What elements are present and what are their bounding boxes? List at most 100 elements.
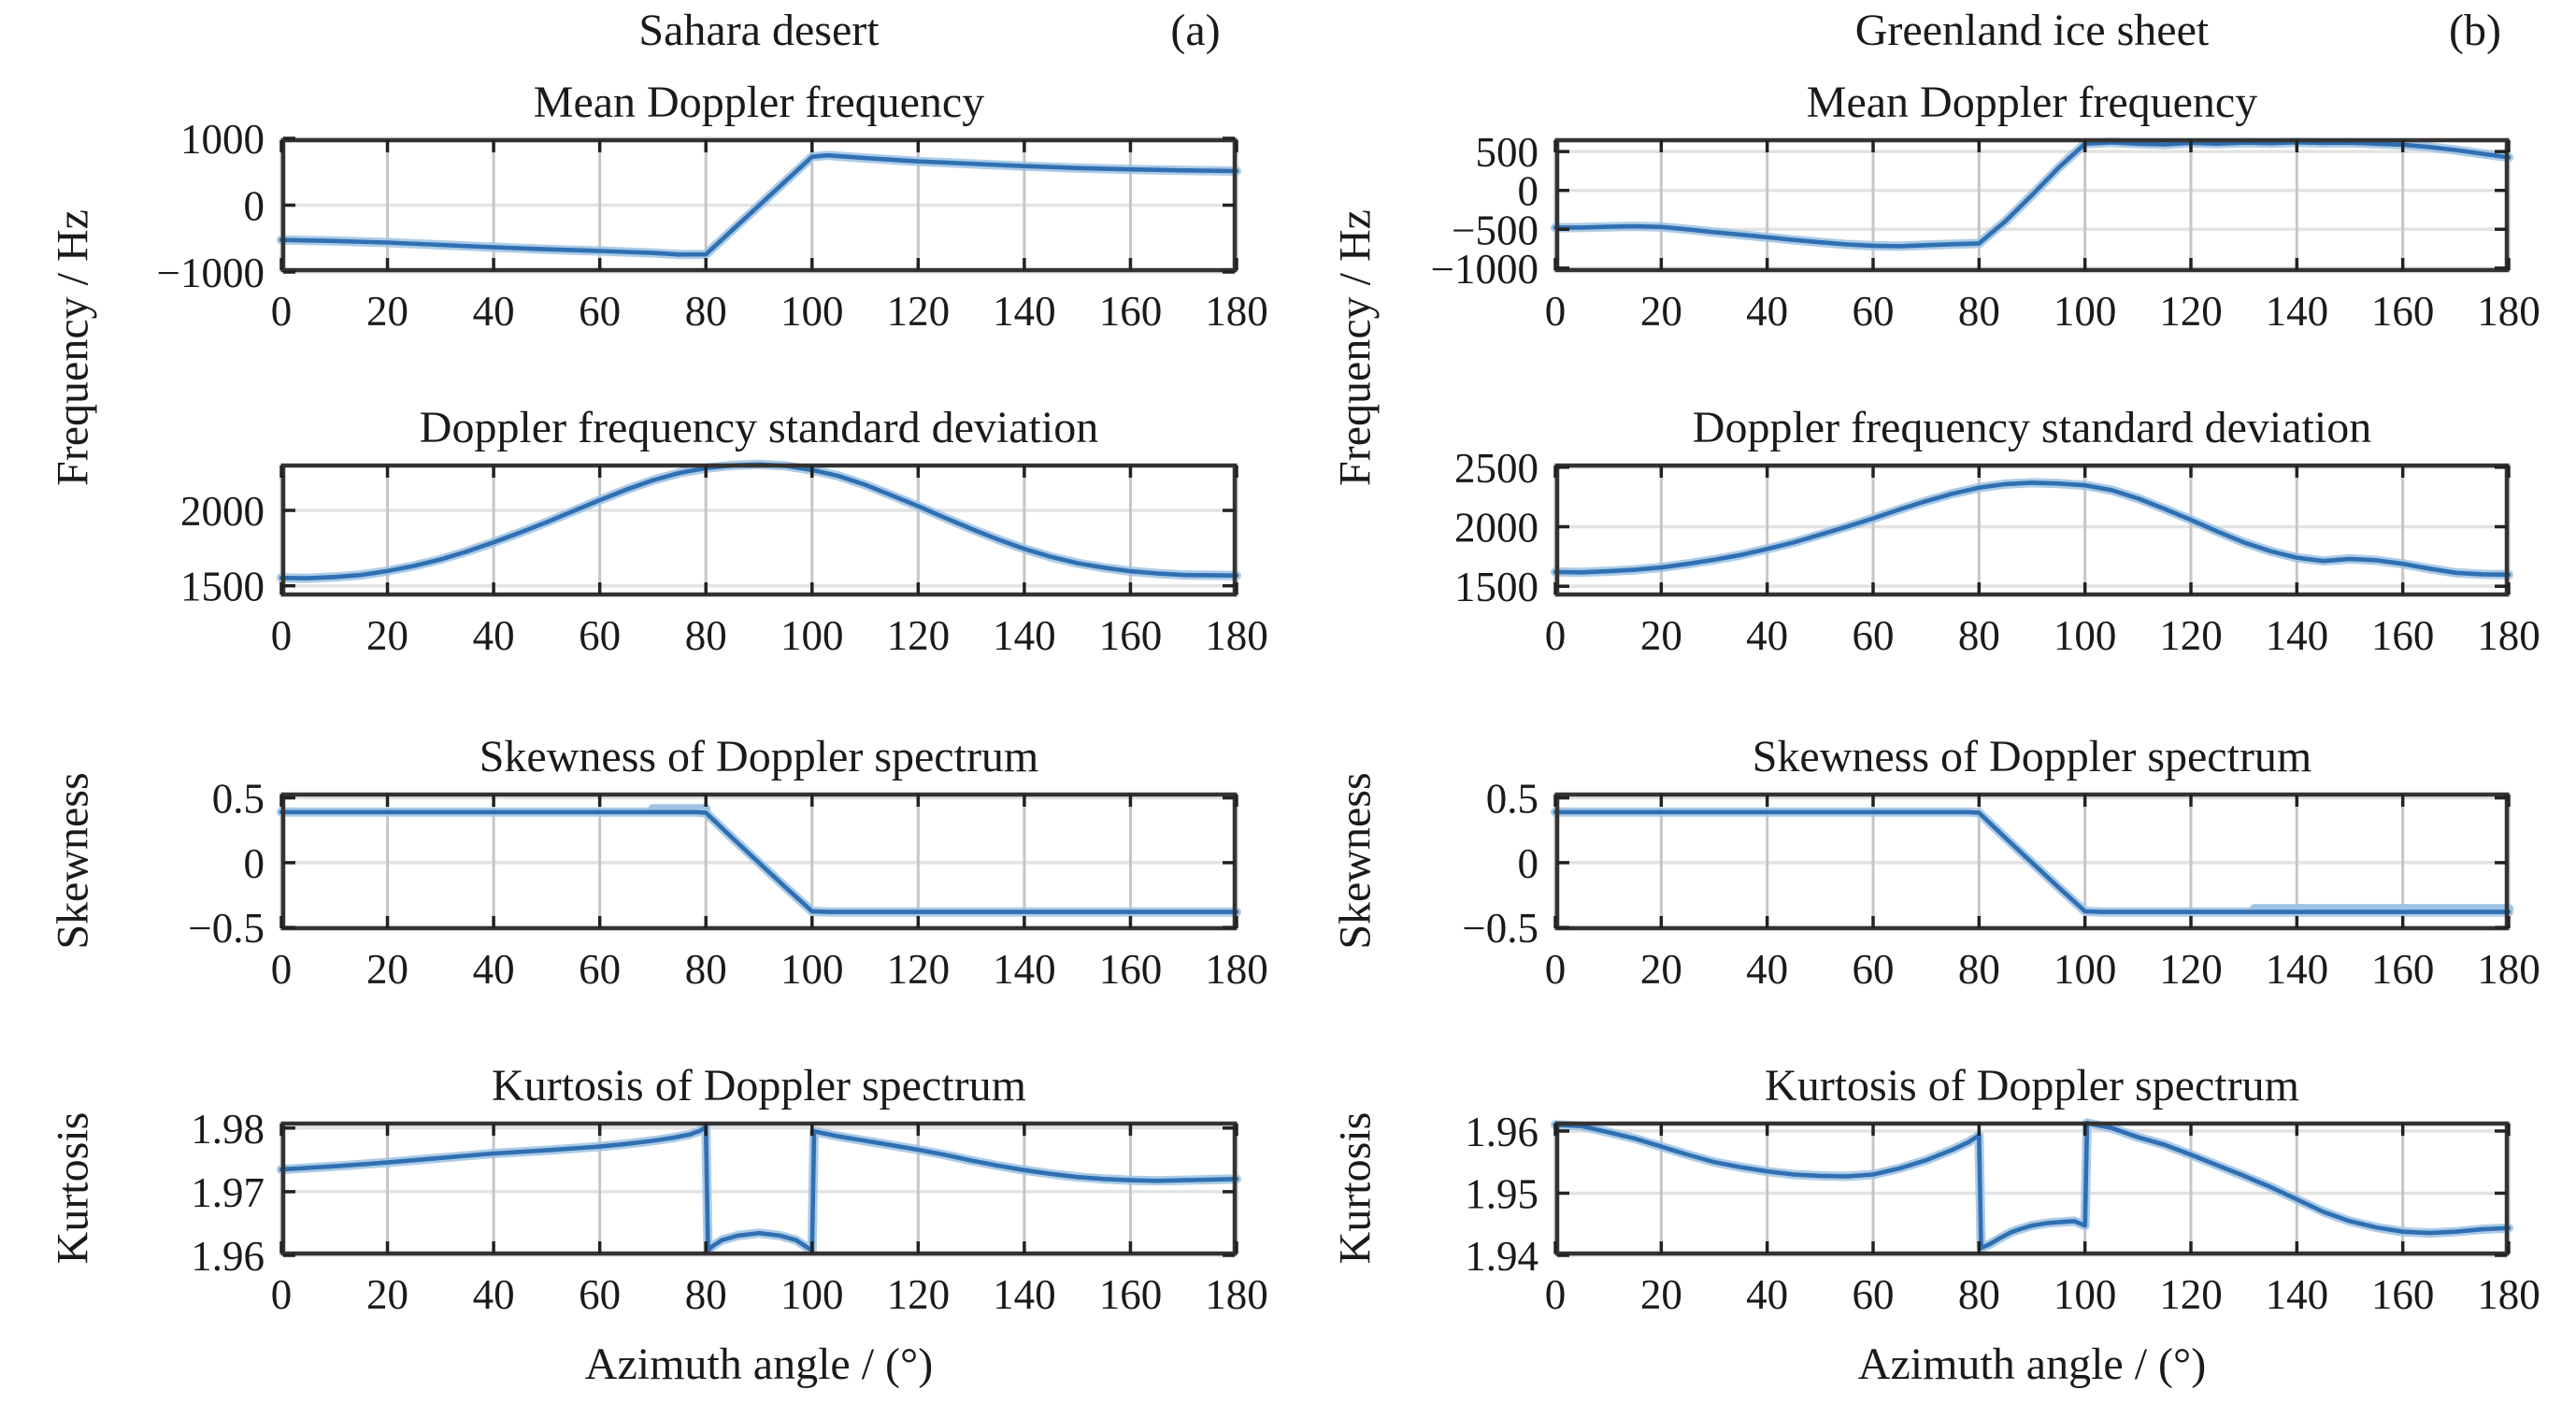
x-tick-label: 140 (993, 288, 1056, 335)
x-tick-label: 160 (2371, 288, 2435, 335)
x-tick-label: 120 (2159, 612, 2223, 659)
x-tick-label: 140 (993, 1271, 1056, 1318)
tick-marks (1553, 140, 2511, 270)
x-tick-label: 60 (1853, 612, 1895, 659)
x-tick-label: 80 (1958, 1271, 2000, 1318)
x-tick-label: 0 (271, 612, 293, 659)
x-tick-label: 180 (1205, 946, 1268, 993)
x-tick-label: 20 (366, 612, 408, 659)
x-tick-label: 120 (887, 1271, 951, 1318)
subplot-greenland-kurtosis: 0 20 40 60 80 100 120 140 160 180 1.96 1.95 1.94 (1465, 1109, 2540, 1318)
x-tick-label: 160 (1099, 288, 1163, 335)
y-tick-label: 1.95 (1465, 1170, 1538, 1217)
subplot-sahara-doppler-std: 0 20 40 60 80 100 120 140 160 180 2000 1500 (180, 459, 1268, 659)
series-core (279, 809, 1239, 914)
y-tick-label: 0 (1518, 168, 1539, 215)
x-tick-label: 140 (2266, 288, 2329, 335)
y-tick-label: 1.98 (191, 1106, 265, 1153)
x-tick-label: 160 (2371, 946, 2435, 993)
panel-label-b: (b) (2449, 6, 2501, 55)
series-halo (1551, 1118, 2513, 1253)
x-tick-label: 100 (780, 612, 844, 659)
x-tick-label: 100 (2054, 288, 2117, 335)
y-axis-label-frequency-right: Frequency / Hz (1330, 209, 1381, 486)
y-tick-label: 0 (244, 183, 265, 230)
subplot-title-sahara-std: Doppler frequency standard deviation (419, 403, 1099, 452)
tick-marks (1553, 795, 2511, 929)
subplot-sahara-kurtosis: 0 20 40 60 80 100 120 140 160 180 1.98 1.97 1.96 (191, 1106, 1268, 1318)
y-axis-label-kurtosis-left: Kurtosis (48, 1111, 98, 1265)
axis-frame (1554, 463, 2510, 597)
x-tick-label: 140 (993, 946, 1056, 993)
x-tick-label: 0 (1545, 612, 1567, 659)
x-tick-label: 160 (2371, 1271, 2435, 1318)
y-tick-label: 1.97 (191, 1169, 265, 1216)
x-tick-label: 60 (579, 946, 621, 993)
x-tick-label: 80 (685, 1271, 727, 1318)
tick-marks (279, 1124, 1238, 1257)
tick-labels: 0 20 40 60 80 100 120 140 160 180 1.98 1.97 1.96 (191, 1106, 1268, 1318)
subplot-title-greenland-mean: Mean Doppler frequency (1806, 78, 2258, 127)
x-tick-label: 140 (2266, 1271, 2329, 1318)
x-tick-label: 140 (2266, 946, 2329, 993)
panel-label-a: (a) (1170, 6, 1221, 55)
subplot-title-sahara-skewness: Skewness of Doppler spectrum (479, 732, 1039, 781)
x-tick-label: 20 (1640, 612, 1682, 659)
x-tick-label: 80 (685, 612, 727, 659)
subplot-title-greenland-std: Doppler frequency standard deviation (1692, 403, 2372, 452)
x-tick-label: 120 (887, 288, 951, 335)
series-line (1551, 1118, 2513, 1253)
x-tick-label: 60 (579, 612, 621, 659)
x-tick-label: 60 (579, 1271, 621, 1318)
series-line (1551, 807, 2513, 917)
series-line (277, 459, 1241, 583)
x-tick-label: 40 (1746, 1271, 1788, 1318)
x-tick-label: 80 (685, 288, 727, 335)
x-tick-label: 100 (2054, 612, 2117, 659)
column-title-sahara: Sahara desert (638, 6, 880, 55)
tick-labels: 0 20 40 60 80 100 120 140 160 180 1.96 1.95 1.94 (1465, 1109, 2540, 1318)
x-tick-label: 100 (780, 946, 844, 993)
y-tick-label: −500 (1452, 207, 1538, 253)
x-tick-label: 140 (993, 612, 1056, 659)
x-tick-label: 180 (1205, 288, 1268, 335)
y-axis-label-skewness-right: Skewness (1330, 772, 1381, 950)
x-tick-label: 20 (366, 288, 408, 335)
y-tick-label: 1.94 (1465, 1233, 1538, 1280)
y-axis-label-frequency-left: Frequency / Hz (48, 209, 98, 486)
tick-marks (279, 466, 1238, 595)
x-tick-label: 60 (1853, 946, 1895, 993)
x-tick-label: 180 (1205, 612, 1268, 659)
x-tick-label: 180 (2477, 1271, 2540, 1318)
x-tick-label: 0 (1545, 288, 1567, 335)
axis-frame (1554, 1121, 2510, 1256)
tick-marks (1553, 466, 2511, 595)
y-tick-label: 2000 (180, 488, 265, 535)
tick-marks (1553, 1124, 2511, 1257)
series-line (1551, 137, 2513, 251)
x-tick-label: 20 (366, 1271, 408, 1318)
y-tick-label: 0.5 (212, 776, 265, 823)
x-tick-label: 180 (2477, 946, 2540, 993)
x-tick-label: 100 (780, 288, 844, 335)
x-tick-label: 60 (579, 288, 621, 335)
y-tick-label: 0 (244, 840, 265, 887)
x-tick-label: 80 (1958, 946, 2000, 993)
x-tick-label: 20 (366, 946, 408, 993)
y-tick-label: 2500 (1454, 445, 1538, 492)
y-tick-label: 500 (1476, 129, 1539, 176)
x-tick-label: 40 (473, 612, 515, 659)
x-tick-label: 20 (1640, 946, 1682, 993)
x-tick-label: 100 (780, 1271, 844, 1318)
series-core (1553, 140, 2512, 249)
x-tick-label: 0 (271, 946, 293, 993)
x-tick-label: 40 (473, 1271, 515, 1318)
tick-marks (279, 795, 1238, 929)
series-line (277, 150, 1241, 260)
x-tick-label: 100 (2054, 1271, 2117, 1318)
